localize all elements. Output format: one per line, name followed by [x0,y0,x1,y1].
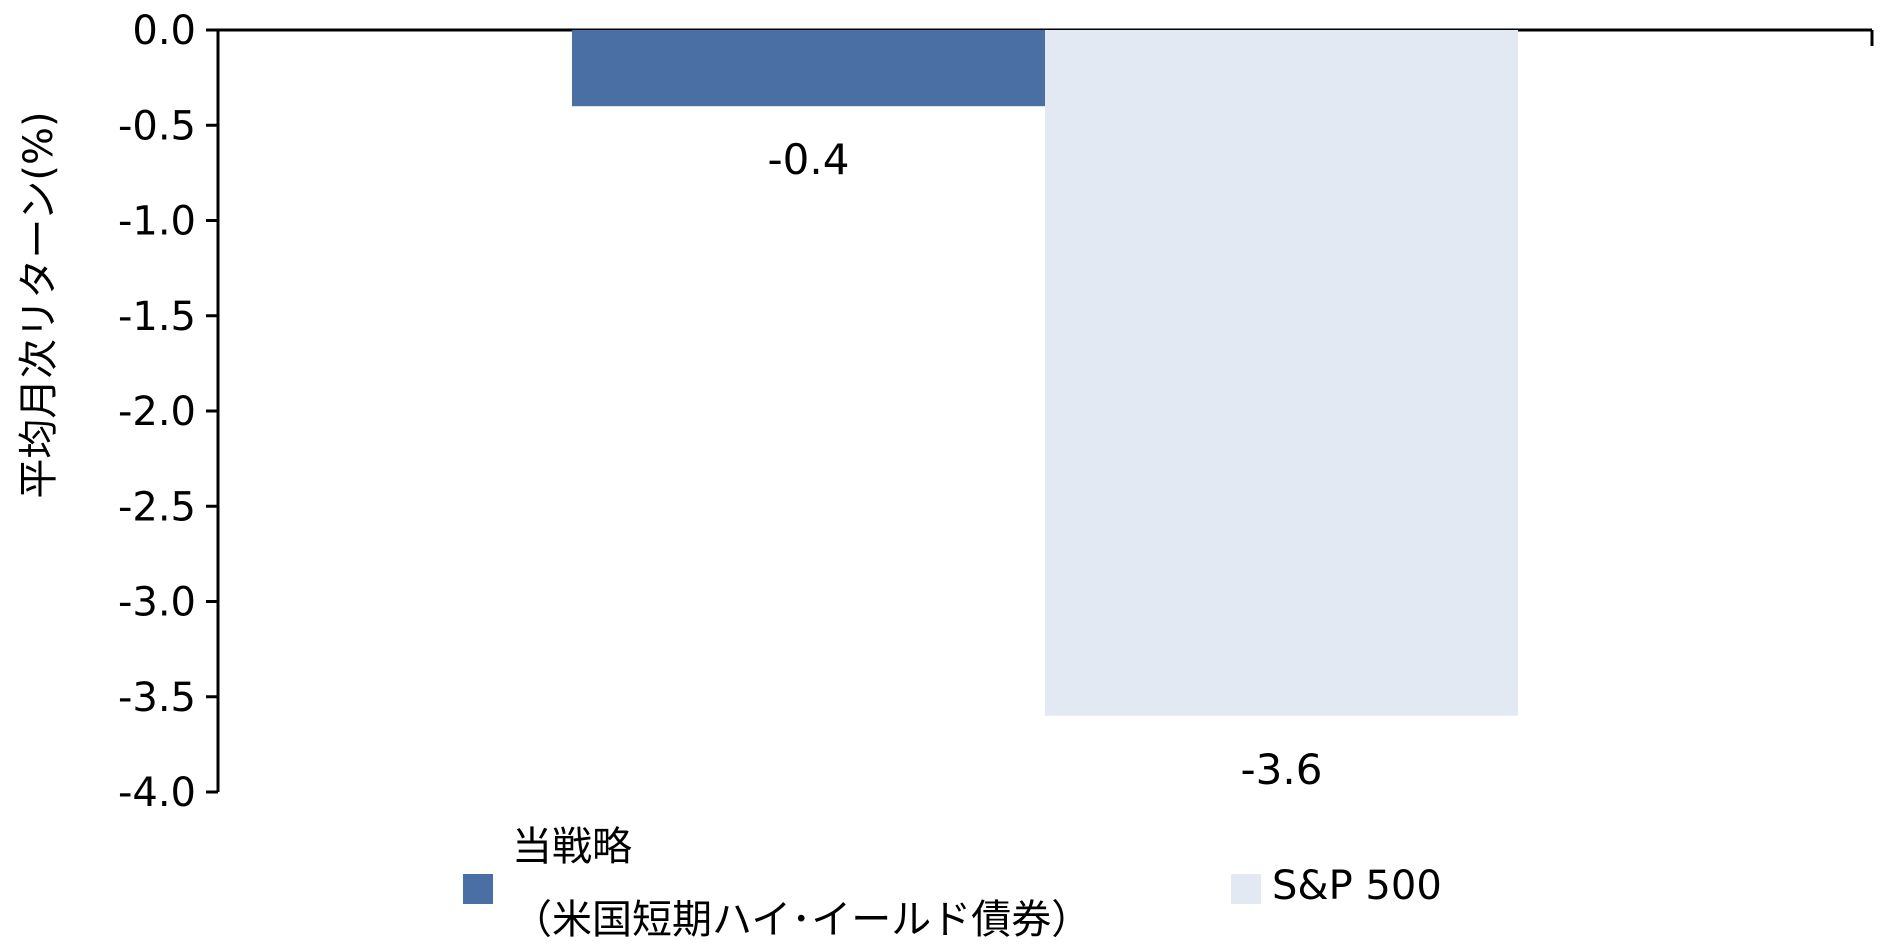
y-tick-label: -1.5 [118,294,196,340]
legend-swatch-sp500 [1231,874,1261,904]
y-tick-label: -3.0 [118,580,196,626]
y-tick-label: -2.5 [118,484,196,530]
y-axis-title: 平均月次リターン(%) [16,111,62,498]
y-tick-label: -3.5 [118,675,196,721]
legend-swatch-strategy [463,874,493,904]
data-labels: -0.4 -3.6 [768,135,1323,794]
legend-label-strategy-line1: 当戦略 [512,824,632,870]
y-tick-label: -4.0 [118,770,196,816]
y-tick-label: -1.0 [118,199,196,245]
y-axis: 0.0 -0.5 -1.0 -1.5 -2.0 -2.5 -3.0 -3.5 -4.0 [118,8,1874,816]
data-label-1: -3.6 [1241,745,1323,794]
y-tick-label: -2.0 [118,389,196,435]
legend-label-strategy-line2: （米国短期ハイ･イールド債券） [512,897,1092,943]
data-label-0: -0.4 [768,135,850,184]
y-tick-label: 0.0 [132,8,196,54]
legend-label-sp500: S&P 500 [1272,863,1442,909]
bar-1 [1045,30,1518,716]
bar-0 [572,30,1045,107]
bars [572,30,1518,716]
y-tick-label: -0.5 [118,103,196,149]
